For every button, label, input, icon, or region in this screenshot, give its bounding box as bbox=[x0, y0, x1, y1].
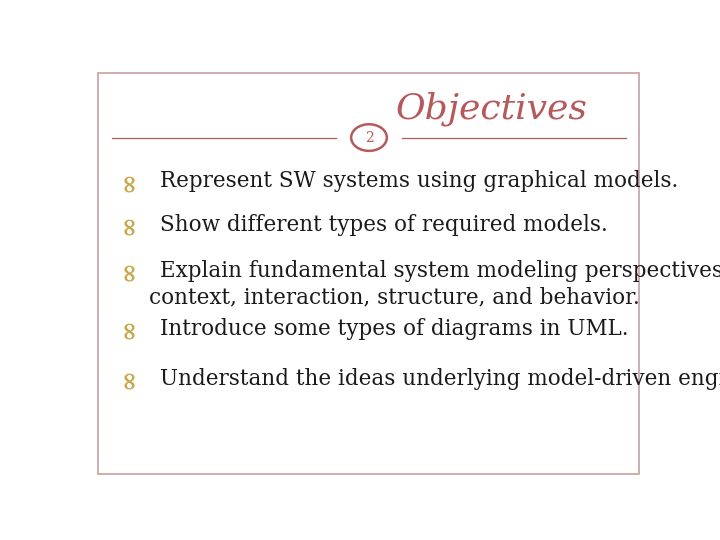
Text: Represent SW systems using graphical models.: Represent SW systems using graphical mod… bbox=[160, 170, 678, 192]
Text: ∞: ∞ bbox=[117, 214, 141, 235]
Text: 2: 2 bbox=[364, 131, 374, 145]
Text: ∞: ∞ bbox=[117, 368, 141, 389]
FancyBboxPatch shape bbox=[99, 73, 639, 474]
Text: Introduce some types of diagrams in UML.: Introduce some types of diagrams in UML. bbox=[160, 318, 629, 340]
Text: ∞: ∞ bbox=[117, 171, 141, 192]
Text: context, interaction, structure, and behavior.: context, interaction, structure, and beh… bbox=[148, 287, 639, 309]
Text: Explain fundamental system modeling perspectives:: Explain fundamental system modeling pers… bbox=[160, 260, 720, 282]
Text: Understand the ideas underlying model-driven engineering.: Understand the ideas underlying model-dr… bbox=[160, 368, 720, 390]
Text: ∞: ∞ bbox=[117, 319, 141, 339]
Text: Objectives: Objectives bbox=[396, 91, 588, 126]
Text: Show different types of required models.: Show different types of required models. bbox=[160, 214, 608, 236]
Text: ∞: ∞ bbox=[117, 260, 141, 281]
